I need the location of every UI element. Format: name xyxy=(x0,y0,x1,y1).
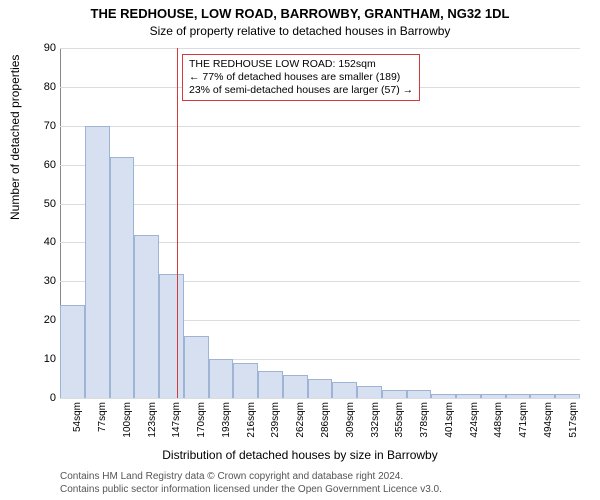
histogram-bar xyxy=(530,394,555,398)
y-tick-label: 20 xyxy=(26,314,56,326)
histogram-bar xyxy=(134,235,159,398)
histogram-bar xyxy=(184,336,209,398)
histogram-bar xyxy=(555,394,580,398)
histogram-bar xyxy=(60,305,85,398)
histogram-bar xyxy=(159,274,184,398)
y-tick-label: 40 xyxy=(26,236,56,248)
chart-title-main: THE REDHOUSE, LOW ROAD, BARROWBY, GRANTH… xyxy=(0,6,600,21)
gridline xyxy=(60,48,580,49)
histogram-bar xyxy=(209,359,234,398)
y-tick-label: 70 xyxy=(26,120,56,132)
x-tick-label: 77sqm xyxy=(97,402,108,452)
histogram-bar xyxy=(283,375,308,398)
gridline xyxy=(60,204,580,205)
x-tick-label: 100sqm xyxy=(122,402,133,452)
histogram-bar xyxy=(481,394,506,398)
reference-marker-line xyxy=(177,48,178,398)
x-tick-label: 170sqm xyxy=(196,402,207,452)
histogram-bar xyxy=(506,394,531,398)
histogram-bar xyxy=(258,371,283,398)
x-tick-label: 471sqm xyxy=(518,402,529,452)
x-tick-label: 262sqm xyxy=(295,402,306,452)
x-tick-label: 193sqm xyxy=(221,402,232,452)
y-tick-label: 80 xyxy=(26,81,56,93)
annotation-box: THE REDHOUSE LOW ROAD: 152sqm← 77% of de… xyxy=(182,54,420,101)
x-tick-label: 239sqm xyxy=(270,402,281,452)
x-tick-label: 309sqm xyxy=(345,402,356,452)
y-tick-label: 50 xyxy=(26,198,56,210)
annotation-line: ← 77% of detached houses are smaller (18… xyxy=(189,71,413,84)
histogram-bar xyxy=(308,379,333,398)
plot-area: 010203040506070809054sqm77sqm100sqm123sq… xyxy=(60,48,580,398)
gridline xyxy=(60,165,580,166)
gridline xyxy=(60,126,580,127)
x-tick-label: 123sqm xyxy=(147,402,158,452)
histogram-bar xyxy=(110,157,135,398)
x-tick-label: 54sqm xyxy=(72,402,83,452)
annotation-line: THE REDHOUSE LOW ROAD: 152sqm xyxy=(189,58,413,71)
x-tick-label: 448sqm xyxy=(493,402,504,452)
footer-line-2: Contains public sector information licen… xyxy=(60,484,592,497)
annotation-line: 23% of semi-detached houses are larger (… xyxy=(189,84,413,97)
x-tick-label: 424sqm xyxy=(469,402,480,452)
histogram-bar xyxy=(357,386,382,398)
histogram-bar xyxy=(332,382,357,398)
chart-container: THE REDHOUSE, LOW ROAD, BARROWBY, GRANTH… xyxy=(0,0,600,500)
x-tick-label: 401sqm xyxy=(444,402,455,452)
x-tick-label: 147sqm xyxy=(171,402,182,452)
x-axis-label: Distribution of detached houses by size … xyxy=(0,448,600,462)
x-tick-label: 355sqm xyxy=(394,402,405,452)
histogram-bar xyxy=(431,394,456,398)
histogram-bar xyxy=(407,390,432,398)
histogram-bar xyxy=(233,363,258,398)
histogram-bar xyxy=(456,394,481,398)
x-tick-label: 378sqm xyxy=(419,402,430,452)
y-tick-label: 30 xyxy=(26,275,56,287)
x-tick-label: 494sqm xyxy=(543,402,554,452)
y-tick-label: 10 xyxy=(26,353,56,365)
plot-inner: 010203040506070809054sqm77sqm100sqm123sq… xyxy=(60,48,580,398)
x-tick-label: 216sqm xyxy=(246,402,257,452)
y-tick-label: 60 xyxy=(26,159,56,171)
histogram-bar xyxy=(85,126,110,398)
y-tick-label: 90 xyxy=(26,42,56,54)
x-tick-label: 286sqm xyxy=(320,402,331,452)
chart-title-sub: Size of property relative to detached ho… xyxy=(0,24,600,38)
histogram-bar xyxy=(382,390,407,398)
x-tick-label: 332sqm xyxy=(370,402,381,452)
footer-attribution: Contains HM Land Registry data © Crown c… xyxy=(60,471,592,496)
gridline xyxy=(60,398,580,399)
footer-line-1: Contains HM Land Registry data © Crown c… xyxy=(60,471,592,484)
y-tick-label: 0 xyxy=(26,392,56,404)
y-axis-label: Number of detached properties xyxy=(8,55,22,220)
x-tick-label: 517sqm xyxy=(568,402,579,452)
